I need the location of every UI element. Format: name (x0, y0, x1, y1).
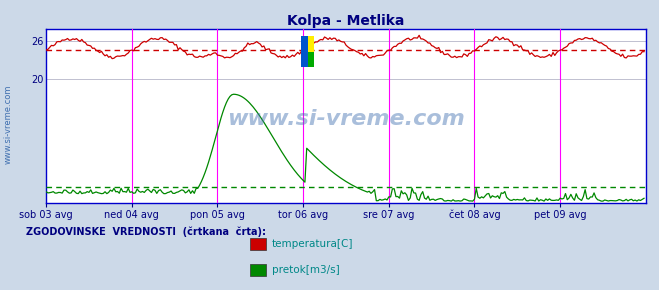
Bar (301, 36, 314, 67)
Text: www.si-vreme.com: www.si-vreme.com (227, 110, 465, 129)
Text: pretok[m3/s]: pretok[m3/s] (272, 265, 339, 275)
Bar (301, 36, 308, 67)
Title: Kolpa - Metlika: Kolpa - Metlika (287, 14, 405, 28)
Text: ZGODOVINSKE  VREDNOSTI  (črtkana  črta):: ZGODOVINSKE VREDNOSTI (črtkana črta): (26, 226, 266, 237)
Text: www.si-vreme.com: www.si-vreme.com (3, 85, 13, 164)
Text: temperatura[C]: temperatura[C] (272, 239, 353, 249)
Bar (308, 52, 314, 67)
